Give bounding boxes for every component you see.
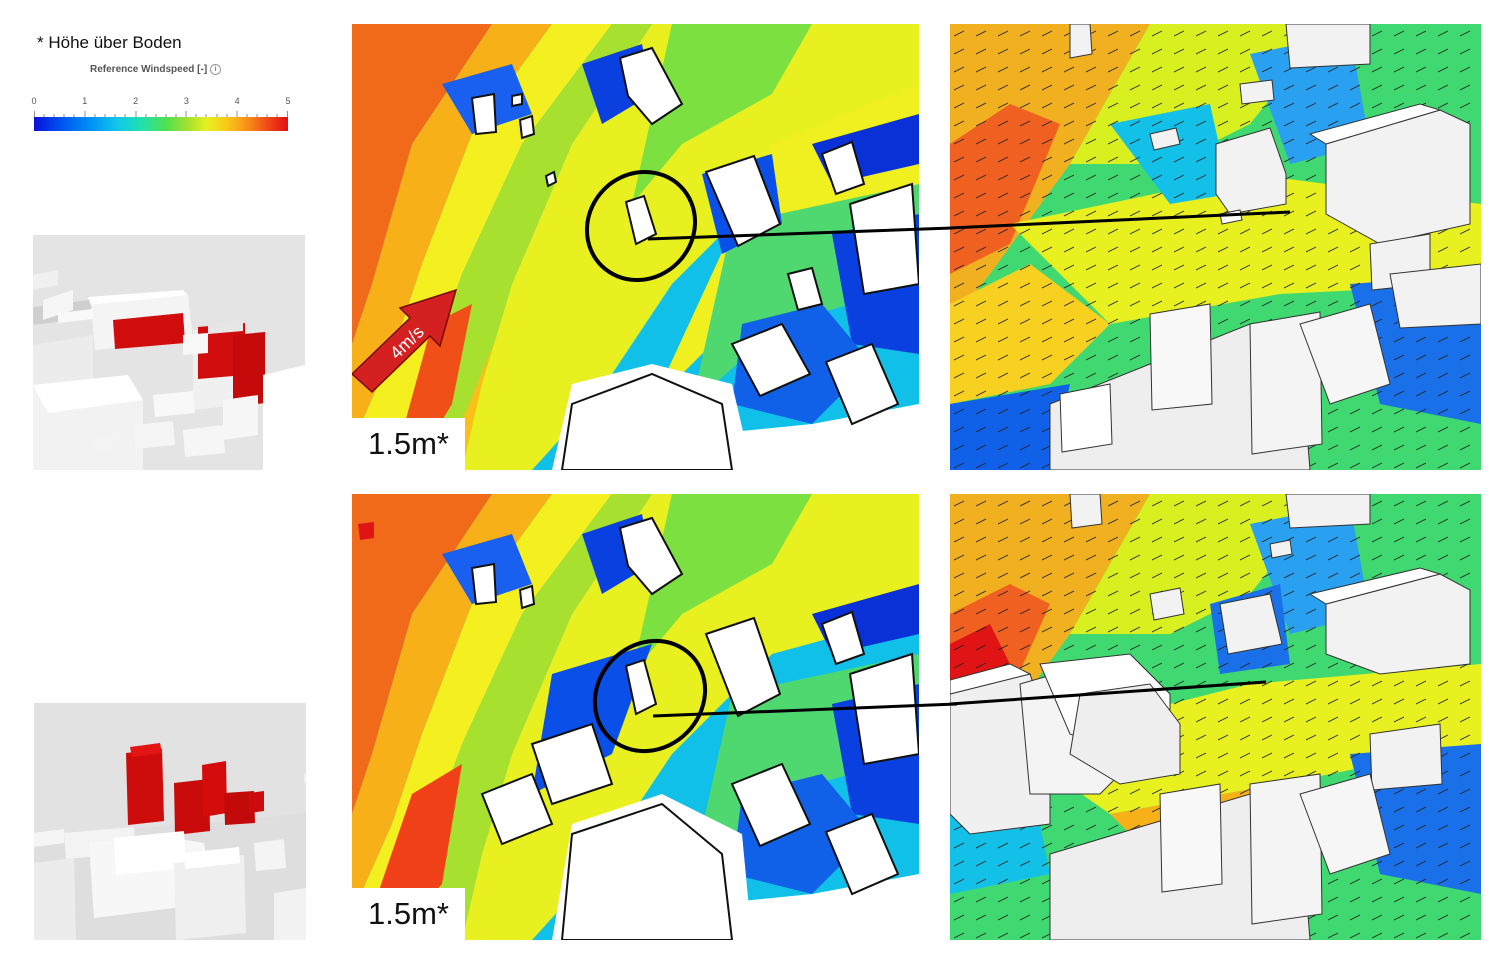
legend-title-text: Reference Windspeed [-] [90, 64, 208, 76]
legend-tick: 4 [234, 96, 240, 106]
perspective-view-bottom [950, 494, 1481, 940]
legend-minor-ticks [34, 111, 288, 117]
legend-colorbar [34, 117, 288, 131]
legend-tick: 0 [31, 96, 37, 106]
legend-ticks: 0 1 2 3 4 5 [31, 96, 291, 108]
wind-field-perspective-top [950, 24, 1481, 470]
legend-title: Reference Windspeed [-] i [90, 64, 222, 76]
connector-line-top [647, 226, 953, 241]
legend-tick: 1 [82, 96, 88, 106]
wind-field-perspective-bottom [950, 494, 1481, 940]
info-icon: i [210, 64, 222, 75]
connector-line-bottom [652, 702, 958, 718]
wind-field-bottom [352, 494, 919, 940]
height-note: * Höhe über Boden [37, 33, 182, 52]
wind-map-bottom: 1.5m* [352, 494, 919, 940]
building-variant-2-thumbnail [34, 703, 306, 940]
perspective-view-top [950, 24, 1481, 470]
height-label-bottom: 1.5m* [352, 888, 465, 940]
wind-field-top [352, 24, 919, 470]
legend-tick: 5 [285, 96, 291, 106]
legend-tick: 3 [183, 96, 189, 106]
building-variant-1-thumbnail [33, 235, 305, 470]
height-label-top: 1.5m* [352, 418, 465, 470]
wind-map-top: 4m/s 1.5m* [352, 24, 919, 470]
wind-direction-arrow: 4m/s [352, 288, 458, 394]
legend-tick: 2 [133, 96, 139, 106]
